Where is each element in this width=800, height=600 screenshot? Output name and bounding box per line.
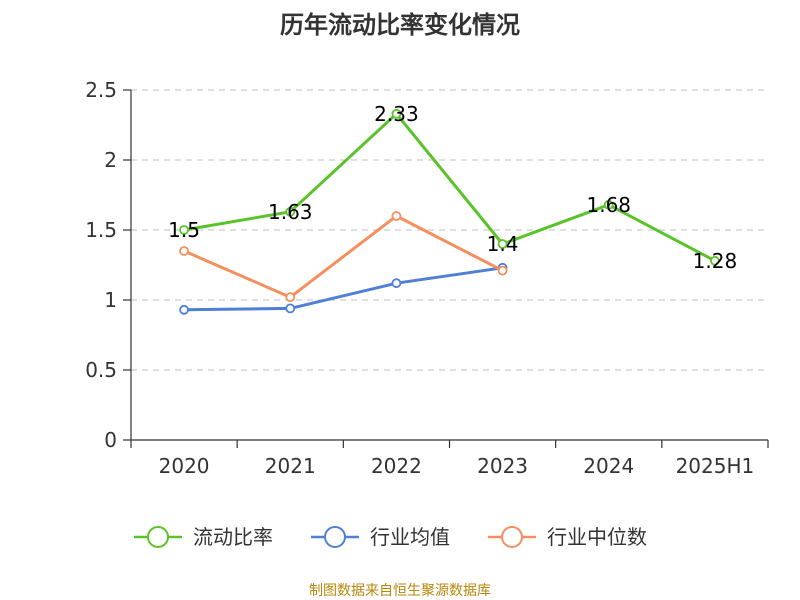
y-tick-label: 2: [104, 148, 117, 172]
data-label: 1.28: [693, 249, 738, 273]
y-tick-label: 2.5: [85, 78, 117, 102]
data-label: 1.63: [268, 200, 313, 224]
legend-item[interactable]: 行业中位数: [488, 525, 647, 549]
data-point[interactable]: [285, 292, 296, 303]
x-tick-label: 2024: [583, 454, 634, 478]
chart-title: 历年流动比率变化情况: [280, 11, 520, 39]
y-tick-label: 0: [104, 428, 117, 452]
legend-label: 流动比率: [193, 525, 273, 549]
axes: 0 0.5 1 1.5 2 2.5 2020 2021 2022 2023 2024 2025H1: [85, 78, 769, 478]
data-label: 1.68: [586, 193, 631, 217]
legend-marker-icon: [501, 526, 523, 548]
legend-item[interactable]: 行业均值: [311, 525, 450, 549]
x-tick-label: 2021: [265, 454, 316, 478]
grid-lines: [131, 89, 768, 371]
data-point[interactable]: [497, 239, 508, 249]
series-line: [183, 214, 504, 299]
data-label: 1.4: [487, 232, 519, 256]
x-tick-label: 2022: [371, 454, 422, 478]
legend-item[interactable]: 流动比率: [134, 525, 273, 549]
legend-marker-icon: [147, 526, 169, 548]
source-note: 制图数据来自恒生聚源数据库: [309, 583, 491, 599]
data-point[interactable]: [603, 199, 614, 210]
x-tick-label: 2025H1: [676, 454, 755, 478]
y-tick-label: 0.5: [85, 358, 117, 382]
x-tick-label: 2020: [159, 454, 210, 478]
data-labels: 1.5 1.63 2.33 1.4 1.68 1.28: [168, 102, 737, 273]
legend-label: 行业均值: [370, 525, 450, 549]
legend-label: 行业中位数: [547, 525, 647, 549]
data-label: 2.33: [374, 102, 419, 126]
data-point[interactable]: [285, 303, 296, 314]
data-label: 1.5: [168, 218, 200, 242]
series-line: [184, 266, 503, 312]
data-point[interactable]: [391, 211, 402, 221]
data-point[interactable]: [710, 255, 720, 266]
data-point[interactable]: [391, 278, 402, 289]
legend-marker-icon: [324, 526, 346, 548]
data-point[interactable]: [391, 108, 402, 119]
y-tick-label: 1: [104, 288, 117, 312]
data-point[interactable]: [179, 225, 189, 235]
series-line: [183, 112, 716, 263]
series-lines: [179, 108, 720, 315]
data-point[interactable]: [179, 246, 189, 256]
data-point[interactable]: [497, 265, 508, 276]
data-point[interactable]: [179, 304, 189, 315]
data-point[interactable]: [285, 206, 296, 217]
x-tick-label: 2023: [477, 454, 528, 478]
y-tick-label: 1.5: [85, 218, 117, 242]
legend[interactable]: 流动比率 行业均值 行业中位数: [134, 525, 647, 549]
